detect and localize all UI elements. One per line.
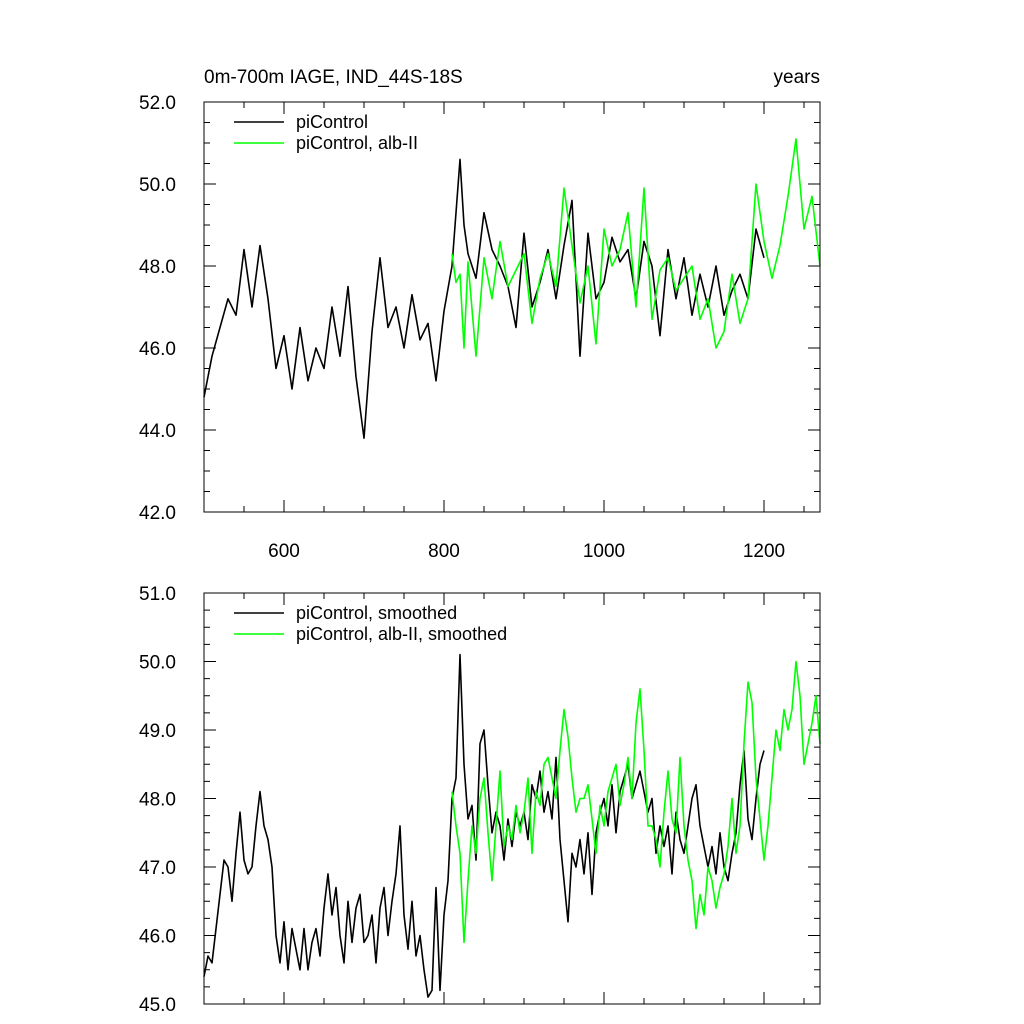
bottom-chart-series — [203, 653, 821, 998]
bottom-chart-axes: 45.0 46.0 47.0 48.0 49.0 50.0 51.0 — [139, 584, 820, 1016]
series-line-picontrol — [203, 158, 765, 439]
y-tick-label: 45.0 — [139, 995, 176, 1016]
top-chart-units-label: years — [774, 67, 820, 88]
top-chart-axes: 600 800 1000 1200 42.0 44.0 46.0 48.0 50.0 52.0 — [139, 93, 820, 562]
bottom-chart-frame — [203, 592, 821, 1005]
legend-label: piControl — [296, 112, 368, 132]
series-line-picontrol-alb-ii — [451, 660, 821, 944]
y-tick-label: 46.0 — [139, 927, 176, 948]
y-tick-label: 46.0 — [139, 339, 176, 360]
legend-label: piControl, smoothed — [296, 603, 457, 623]
y-tick-label: 51.0 — [139, 584, 176, 605]
x-tick-label: 800 — [428, 541, 460, 562]
legend-label: piControl, alb-II, smoothed — [296, 624, 507, 644]
y-tick-label: 49.0 — [139, 721, 176, 742]
legend-label: piControl, alb-II — [296, 133, 418, 153]
y-tick-label: 42.0 — [139, 503, 176, 524]
top-chart-panel: 0m-700m IAGE, IND_44S-18S years 600 800 10… — [139, 67, 821, 562]
series-line-picontrol-alb-ii — [451, 138, 821, 357]
x-tick-label: 600 — [268, 541, 300, 562]
y-tick-label: 44.0 — [139, 421, 176, 442]
y-tick-label: 48.0 — [139, 790, 176, 811]
y-tick-label: 47.0 — [139, 858, 176, 879]
y-tick-label: 48.0 — [139, 257, 176, 278]
top-chart-title: 0m-700m IAGE, IND_44S-18S — [204, 67, 463, 88]
top-chart-frame — [203, 101, 821, 513]
y-tick-label: 52.0 — [139, 93, 176, 114]
series-line-picontrol — [203, 653, 765, 998]
x-tick-label: 1200 — [743, 541, 785, 562]
y-tick-label: 50.0 — [139, 653, 176, 674]
bottom-chart-panel: 45.0 46.0 47.0 48.0 49.0 50.0 51.0 piControl, … — [139, 584, 821, 1016]
x-tick-label: 1000 — [583, 541, 625, 562]
y-tick-label: 50.0 — [139, 175, 176, 196]
top-chart-series — [203, 138, 821, 439]
